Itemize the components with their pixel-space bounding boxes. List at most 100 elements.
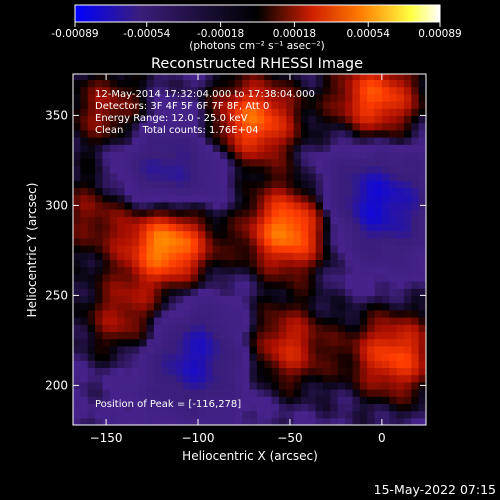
heatmap-cell xyxy=(271,93,280,102)
heatmap-cell xyxy=(212,122,221,131)
heatmap-cell xyxy=(315,389,324,397)
heatmap-cell xyxy=(153,122,162,131)
heatmap-cell xyxy=(168,223,177,232)
heatmap-cell xyxy=(175,79,184,88)
heatmap-cell xyxy=(146,151,155,160)
x-tick-label: −100 xyxy=(182,431,215,445)
heatmap-cell xyxy=(271,266,280,275)
heatmap-cell xyxy=(396,101,405,109)
heatmap-cell xyxy=(198,281,206,289)
heatmap-cell xyxy=(293,345,302,354)
heatmap-cell xyxy=(212,230,221,239)
heatmap-cell xyxy=(249,158,258,167)
heatmap-cell xyxy=(168,295,177,304)
heatmap-cell xyxy=(359,108,368,116)
heatmap-cell xyxy=(198,245,206,253)
heatmap-cell xyxy=(220,374,229,383)
heatmap-cell xyxy=(271,101,280,109)
heatmap-cell xyxy=(293,331,302,340)
heatmap-cell xyxy=(124,317,133,325)
heatmap-cell xyxy=(308,360,317,368)
heatmap-cell xyxy=(139,237,148,246)
heatmap-cell xyxy=(411,137,420,145)
heatmap-cell xyxy=(117,374,126,383)
heatmap-cell xyxy=(256,317,265,325)
heatmap-cell xyxy=(418,353,426,361)
heatmap-cell xyxy=(146,144,155,152)
heatmap-cell xyxy=(278,201,287,210)
heatmap-cell xyxy=(345,237,354,246)
heatmap-cell xyxy=(175,389,184,397)
heatmap-cell xyxy=(286,252,295,260)
heatmap-cell xyxy=(87,374,96,383)
heatmap-cell xyxy=(323,281,331,289)
heatmap-cell xyxy=(80,288,89,296)
heatmap-cell xyxy=(109,367,118,376)
heatmap-cell xyxy=(293,101,302,109)
heatmap-cell xyxy=(220,151,229,160)
heatmap-cell xyxy=(411,252,420,260)
heatmap-cell xyxy=(396,403,405,412)
heatmap-cell xyxy=(124,403,133,412)
heatmap-cell xyxy=(367,158,376,167)
heatmap-cell xyxy=(242,273,251,282)
heatmap-cell xyxy=(264,338,273,347)
heatmap-cell xyxy=(264,129,273,138)
heatmap-cell xyxy=(249,324,258,332)
heatmap-cell xyxy=(264,201,273,210)
heatmap-cell xyxy=(73,144,81,152)
heatmap-cell xyxy=(389,281,398,289)
heatmap-cell xyxy=(381,245,390,253)
heatmap-cell xyxy=(234,93,243,102)
heatmap-cell xyxy=(124,288,133,296)
heatmap-cell xyxy=(381,86,390,95)
heatmap-cell xyxy=(381,137,390,145)
heatmap-cell xyxy=(411,367,420,376)
heatmap-cell xyxy=(256,180,265,188)
heatmap-cell xyxy=(278,194,287,203)
heatmap-cell xyxy=(139,151,148,160)
heatmap-cell xyxy=(220,389,229,397)
heatmap-cell xyxy=(352,180,361,188)
heatmap-cell xyxy=(389,115,398,124)
heatmap-cell xyxy=(418,223,426,232)
heatmap-cell xyxy=(418,389,426,397)
heatmap-cell xyxy=(249,108,258,116)
heatmap-cell xyxy=(367,281,376,289)
heatmap-cell xyxy=(124,74,133,80)
heatmap-cell xyxy=(161,259,170,268)
heatmap-cell xyxy=(242,324,251,332)
heatmap-cell xyxy=(403,252,412,260)
heatmap-cell xyxy=(146,101,155,109)
heatmap-cell xyxy=(95,374,104,383)
heatmap-cell xyxy=(227,122,236,131)
heatmap-cell xyxy=(146,353,155,361)
heatmap-cell xyxy=(190,122,199,131)
heatmap-cell xyxy=(183,252,192,260)
heatmap-cell xyxy=(198,108,206,116)
heatmap-cell xyxy=(227,245,236,253)
heatmap-cell xyxy=(389,259,398,268)
heatmap-cell xyxy=(161,151,170,160)
heatmap-cell xyxy=(161,194,170,203)
heatmap-cell xyxy=(175,281,184,289)
heatmap-cell xyxy=(183,237,192,246)
heatmap-cell xyxy=(212,201,221,210)
heatmap-cell xyxy=(249,93,258,102)
heatmap-cell xyxy=(73,288,81,296)
heatmap-cell xyxy=(205,151,214,160)
heatmap-cell xyxy=(242,396,251,404)
heatmap-cell xyxy=(411,360,420,368)
heatmap-cell xyxy=(323,360,331,368)
heatmap-cell xyxy=(175,403,184,412)
heatmap-cell xyxy=(337,187,346,196)
heatmap-cell xyxy=(73,281,81,289)
heatmap-cell xyxy=(175,187,184,196)
heatmap-cell xyxy=(271,331,280,340)
heatmap-cell xyxy=(80,74,89,80)
heatmap-cell xyxy=(168,252,177,260)
heatmap-cell xyxy=(161,108,170,116)
heatmap-cell xyxy=(80,374,89,383)
heatmap-cell xyxy=(330,331,339,340)
heatmap-cell xyxy=(374,338,383,347)
